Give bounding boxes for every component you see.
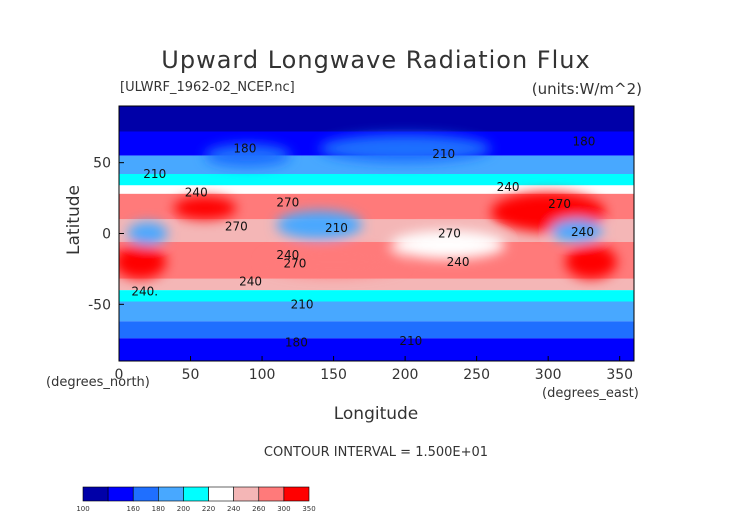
contour-label: 180 bbox=[233, 142, 256, 156]
field-band bbox=[119, 106, 634, 132]
field-blob bbox=[127, 222, 168, 245]
colorbar-swatch bbox=[283, 486, 310, 502]
field-blob bbox=[204, 144, 291, 167]
contour-label: 270 bbox=[276, 195, 299, 209]
field-band bbox=[119, 290, 634, 302]
colorbar-swatch bbox=[132, 486, 159, 502]
field-band bbox=[119, 301, 634, 322]
contour-label: 240 bbox=[497, 180, 520, 194]
x-unit-label-north: (degrees_north) bbox=[46, 375, 150, 390]
contour-label: 210 bbox=[325, 221, 348, 235]
x-tick-label: 250 bbox=[463, 367, 490, 383]
colorbar-label: 260 bbox=[252, 505, 265, 513]
colorbar-label: 200 bbox=[177, 505, 190, 513]
colorbar-swatch bbox=[82, 486, 109, 502]
colorbar-label: 220 bbox=[202, 505, 215, 513]
x-tick-label: 150 bbox=[320, 367, 347, 383]
contour-label: 180 bbox=[285, 336, 308, 350]
units-label: (units:W/m^2) bbox=[531, 80, 642, 98]
field-blob bbox=[551, 219, 603, 243]
field-layer bbox=[119, 106, 634, 361]
field-blob bbox=[319, 134, 491, 163]
field-band bbox=[119, 278, 634, 291]
colorbar-label: 180 bbox=[152, 505, 165, 513]
x-tick-label: 50 bbox=[182, 367, 200, 383]
axes-layer: 0 50 100 150 200 250 300 350 50 0 -50 bbox=[88, 156, 633, 383]
contour-label: 240 bbox=[447, 255, 470, 269]
field-band bbox=[119, 174, 634, 186]
colorbar-label: 350 bbox=[302, 505, 315, 513]
contour-label: 270 bbox=[438, 227, 461, 241]
colorbar-label: 300 bbox=[277, 505, 290, 513]
x-tick-label: 350 bbox=[606, 367, 633, 383]
x-axis-label: Longitude bbox=[333, 404, 419, 424]
contour-label: 240 bbox=[239, 275, 262, 289]
colorbar-label: 160 bbox=[127, 505, 140, 513]
x-tick-label: 200 bbox=[392, 367, 419, 383]
x-tick-label: 0 bbox=[115, 367, 124, 383]
contour-label: 240 bbox=[185, 185, 208, 199]
contour-label: 210 bbox=[291, 297, 314, 311]
colorbar-swatch bbox=[183, 486, 209, 502]
x-tick-label: 300 bbox=[535, 367, 562, 383]
contour-label: 180 bbox=[572, 134, 595, 148]
contour-label: 210 bbox=[399, 334, 422, 348]
field-blob bbox=[119, 244, 167, 279]
y-tick-label: 0 bbox=[102, 227, 111, 243]
contour-label: 210 bbox=[432, 147, 455, 161]
field-blob bbox=[390, 230, 506, 259]
field-band bbox=[119, 338, 634, 361]
field-blob bbox=[276, 210, 363, 240]
colorbar-swatch bbox=[208, 486, 234, 502]
contour-label: 270 bbox=[225, 219, 248, 233]
contour-interval-text: CONTOUR INTERVAL = 1.500E+01 bbox=[263, 445, 489, 460]
colorbar: 100 160 180 200 220 240 260 300 350 bbox=[76, 486, 316, 513]
colorbar-swatch bbox=[258, 486, 285, 502]
y-tick-label: 50 bbox=[93, 156, 111, 172]
x-tick-label: 100 bbox=[249, 367, 276, 383]
colorbar-label: 100 bbox=[76, 505, 89, 513]
contour-label: 270 bbox=[284, 256, 307, 270]
y-tick-label: -50 bbox=[88, 297, 111, 313]
file-label: [ULWRF_1962-02_NCEP.nc] bbox=[120, 80, 295, 95]
contour-label: 270 bbox=[548, 197, 571, 211]
chart-title: Upward Longwave Radiation Flux bbox=[161, 46, 591, 74]
field-blobs bbox=[119, 134, 617, 279]
contour-label: 240 bbox=[571, 225, 594, 239]
colorbar-swatch bbox=[107, 486, 134, 502]
contour-label: 240. bbox=[131, 285, 158, 299]
field-blob bbox=[565, 244, 617, 279]
field-band bbox=[119, 321, 634, 339]
colorbar-swatch bbox=[233, 486, 260, 502]
colorbar-swatch bbox=[158, 486, 184, 502]
contour-label: 240 bbox=[276, 248, 299, 262]
field-band bbox=[119, 185, 634, 194]
colorbar-label: 240 bbox=[227, 505, 240, 513]
contour-label: 210 bbox=[143, 167, 166, 181]
field-blob bbox=[262, 247, 406, 276]
x-unit-label-east: (degrees_east) bbox=[542, 386, 639, 401]
field-blob bbox=[173, 196, 237, 220]
